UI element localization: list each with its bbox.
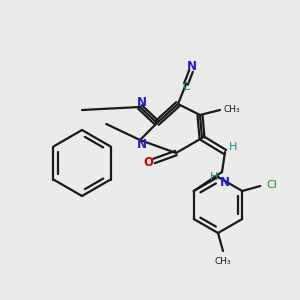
Text: N: N: [187, 61, 197, 74]
Text: N: N: [137, 97, 147, 110]
Text: H: H: [210, 172, 218, 182]
Text: N: N: [220, 176, 230, 188]
Text: H: H: [229, 142, 237, 152]
Text: CH₃: CH₃: [223, 106, 240, 115]
Text: C: C: [182, 82, 190, 92]
Text: CH₃: CH₃: [215, 257, 231, 266]
Text: N: N: [137, 137, 147, 151]
Text: Cl: Cl: [266, 180, 277, 190]
Text: O: O: [143, 157, 153, 169]
